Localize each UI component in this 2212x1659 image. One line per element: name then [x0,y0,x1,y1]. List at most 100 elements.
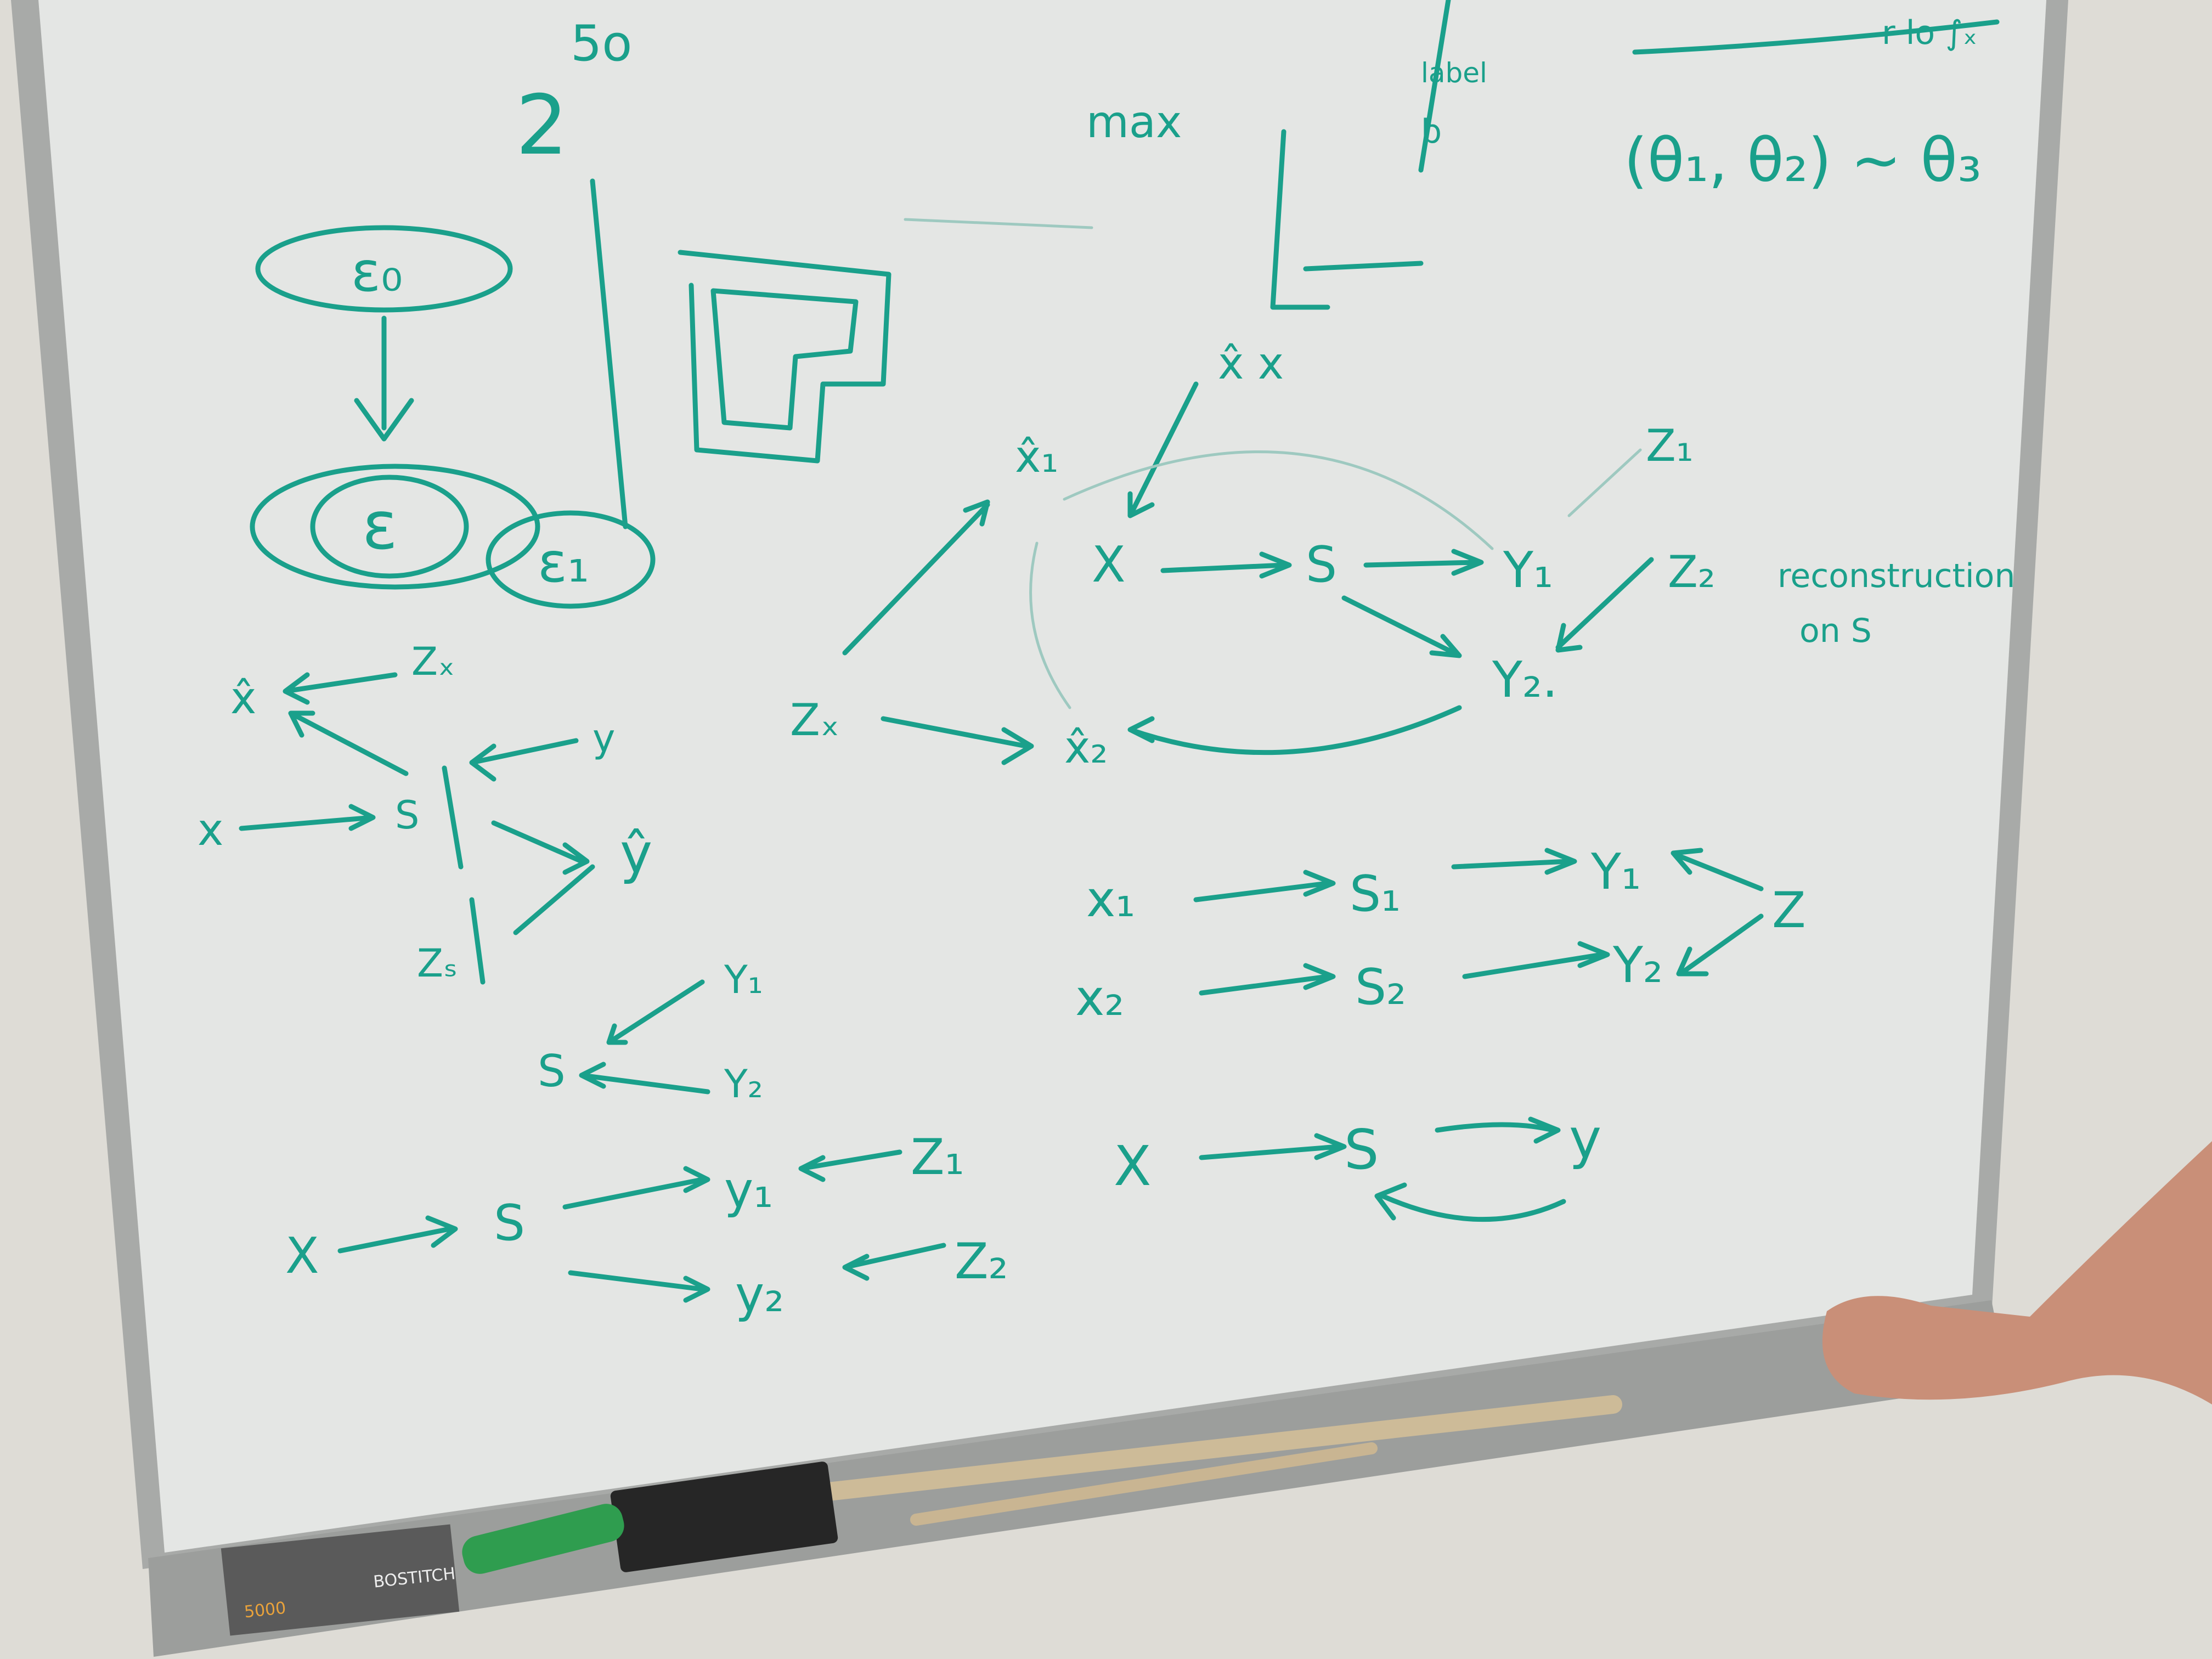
label-e0: ε₀ [351,240,403,304]
label-y2-center: Y₂. [1492,651,1558,709]
label-s-br: S [1344,1118,1379,1182]
label-z1-bl: Z₁ [911,1128,964,1186]
arrow-x-s-center [1160,551,1292,579]
label-y-hat: ŷ [620,821,652,885]
label-x-center: X [1092,536,1126,594]
ellipse-e2 [310,475,469,579]
label-x1-hat: x̂₁ [1015,431,1058,482]
ellipse-e0 [255,225,513,313]
note-label: label [1421,57,1487,89]
label-zx-center: Zₓ [790,695,839,746]
note-2: 2 [516,78,568,173]
vertical-divider [590,178,628,529]
label-x-bl: X [285,1227,319,1285]
ellipse-outer [250,464,540,590]
staple-box [221,1524,460,1636]
arrow-y-s-br [1374,1182,1566,1222]
label-s2-right: S₂ [1355,958,1406,1016]
arrow-z-y2 [1676,913,1764,977]
arrow-s1-y1 [1451,848,1577,875]
label-s-center: S [1306,536,1337,594]
label-x2-right: x₂ [1075,969,1124,1027]
arrow-zx-xhat [283,672,398,705]
maze-scribble [678,250,891,464]
label-y2-right: Y₂ [1612,936,1663,994]
arrow-x-s-br [1199,1133,1347,1160]
arrow-z2-y2 [842,1243,946,1281]
label-x-hat-top: x̂ x [1218,338,1284,389]
arrow-xhat-x [1127,381,1199,518]
label-e1: ε₁ [538,531,589,595]
label-s-bl: S [494,1194,525,1252]
label-z2-bl: Z₂ [955,1233,1008,1290]
wooden-pointer-2 [910,1442,1378,1526]
label-x2-hat: x̂₂ [1064,722,1108,773]
arrow-y-s [469,738,579,782]
label-zx: Zₓ [411,639,455,684]
arrow-y2-s [579,1062,710,1094]
arrow-x2-s2 [1199,963,1336,996]
arrow-s-y-br [1435,1116,1561,1144]
arrow-s-y1-center [1363,549,1484,576]
label-z-right: Z [1772,882,1806,939]
top-right-curve [1632,19,2000,55]
arrow-y1-s [606,979,705,1045]
center-horizontal [1303,261,1424,272]
loop-left [1029,541,1071,709]
label-x-left: x [198,804,223,855]
label-y-br: y [1569,1107,1601,1171]
arrow-x-s-bl [337,1215,458,1254]
green-marker [462,1504,624,1574]
note-theta: (θ₁, θ₂) ~ θ₃ [1624,125,1982,195]
label-y2-bl: y₂ [735,1266,784,1323]
arrow-zx-x1hat [842,499,990,656]
arrow-z1-y1-center [1567,448,1642,517]
arrow-z2-y2-center [1555,557,1654,653]
note-5o: 5o [571,15,632,72]
arrow-s-y1-bl [562,1166,710,1210]
marker-tray [148,1300,2008,1657]
label-x-hat: x̂ [230,673,256,724]
faint-line [904,218,1093,229]
note-on-s: on S [1799,612,1872,650]
arrow-s-xhat [288,710,409,776]
board-surface [38,0,2046,1553]
arrow-zx-x2hat [881,716,1034,765]
label-z2-center: Z₂ [1668,546,1716,597]
arrow-x-s [239,804,376,831]
loop-bottom [1127,705,1462,755]
arrow-s-yhat [491,820,590,875]
eraser [610,1462,838,1572]
label-z1-center: Z₁ [1646,420,1694,471]
arrow-s-y2-center [1341,595,1462,658]
hand [1822,1141,2212,1404]
arrow-z1-y1 [798,1149,902,1182]
arrow-x1-s1 [1193,870,1336,902]
arrow-zs-yhat [513,864,595,935]
label-s-left: S [395,793,419,838]
loop-top [1063,450,1494,550]
label-y1-center: Y₁ [1503,541,1553,599]
arrow-z-y1 [1671,848,1764,891]
label-x1-right: x₁ [1086,871,1135,928]
label-e2: ε [362,488,398,565]
arrow-e0-e2 [354,315,414,442]
top-vertical-line [1418,0,1451,173]
center-vertical-line [1270,129,1330,310]
label-s1-right: S₁ [1350,865,1401,923]
label-s-mid: S [538,1046,566,1097]
staple-box-count: 5000 [243,1599,287,1622]
label-y1-mid: Y₁ [724,957,763,1002]
arrow-s-y2-bl [568,1270,710,1303]
label-y1-bl: y₁ [724,1161,773,1219]
note-max: max [1086,97,1182,148]
label-y-left: y [592,716,615,761]
label-y2-mid: Y₂ [724,1062,763,1107]
note-reconstruction: reconstruction [1778,557,2015,595]
ellipse-e1 [486,510,656,609]
label-x-br: X [1114,1134,1152,1198]
label-y1-right: Y₁ [1590,843,1641,901]
arrow-s2-y2 [1462,941,1610,979]
wooden-pointer [814,1395,1622,1502]
